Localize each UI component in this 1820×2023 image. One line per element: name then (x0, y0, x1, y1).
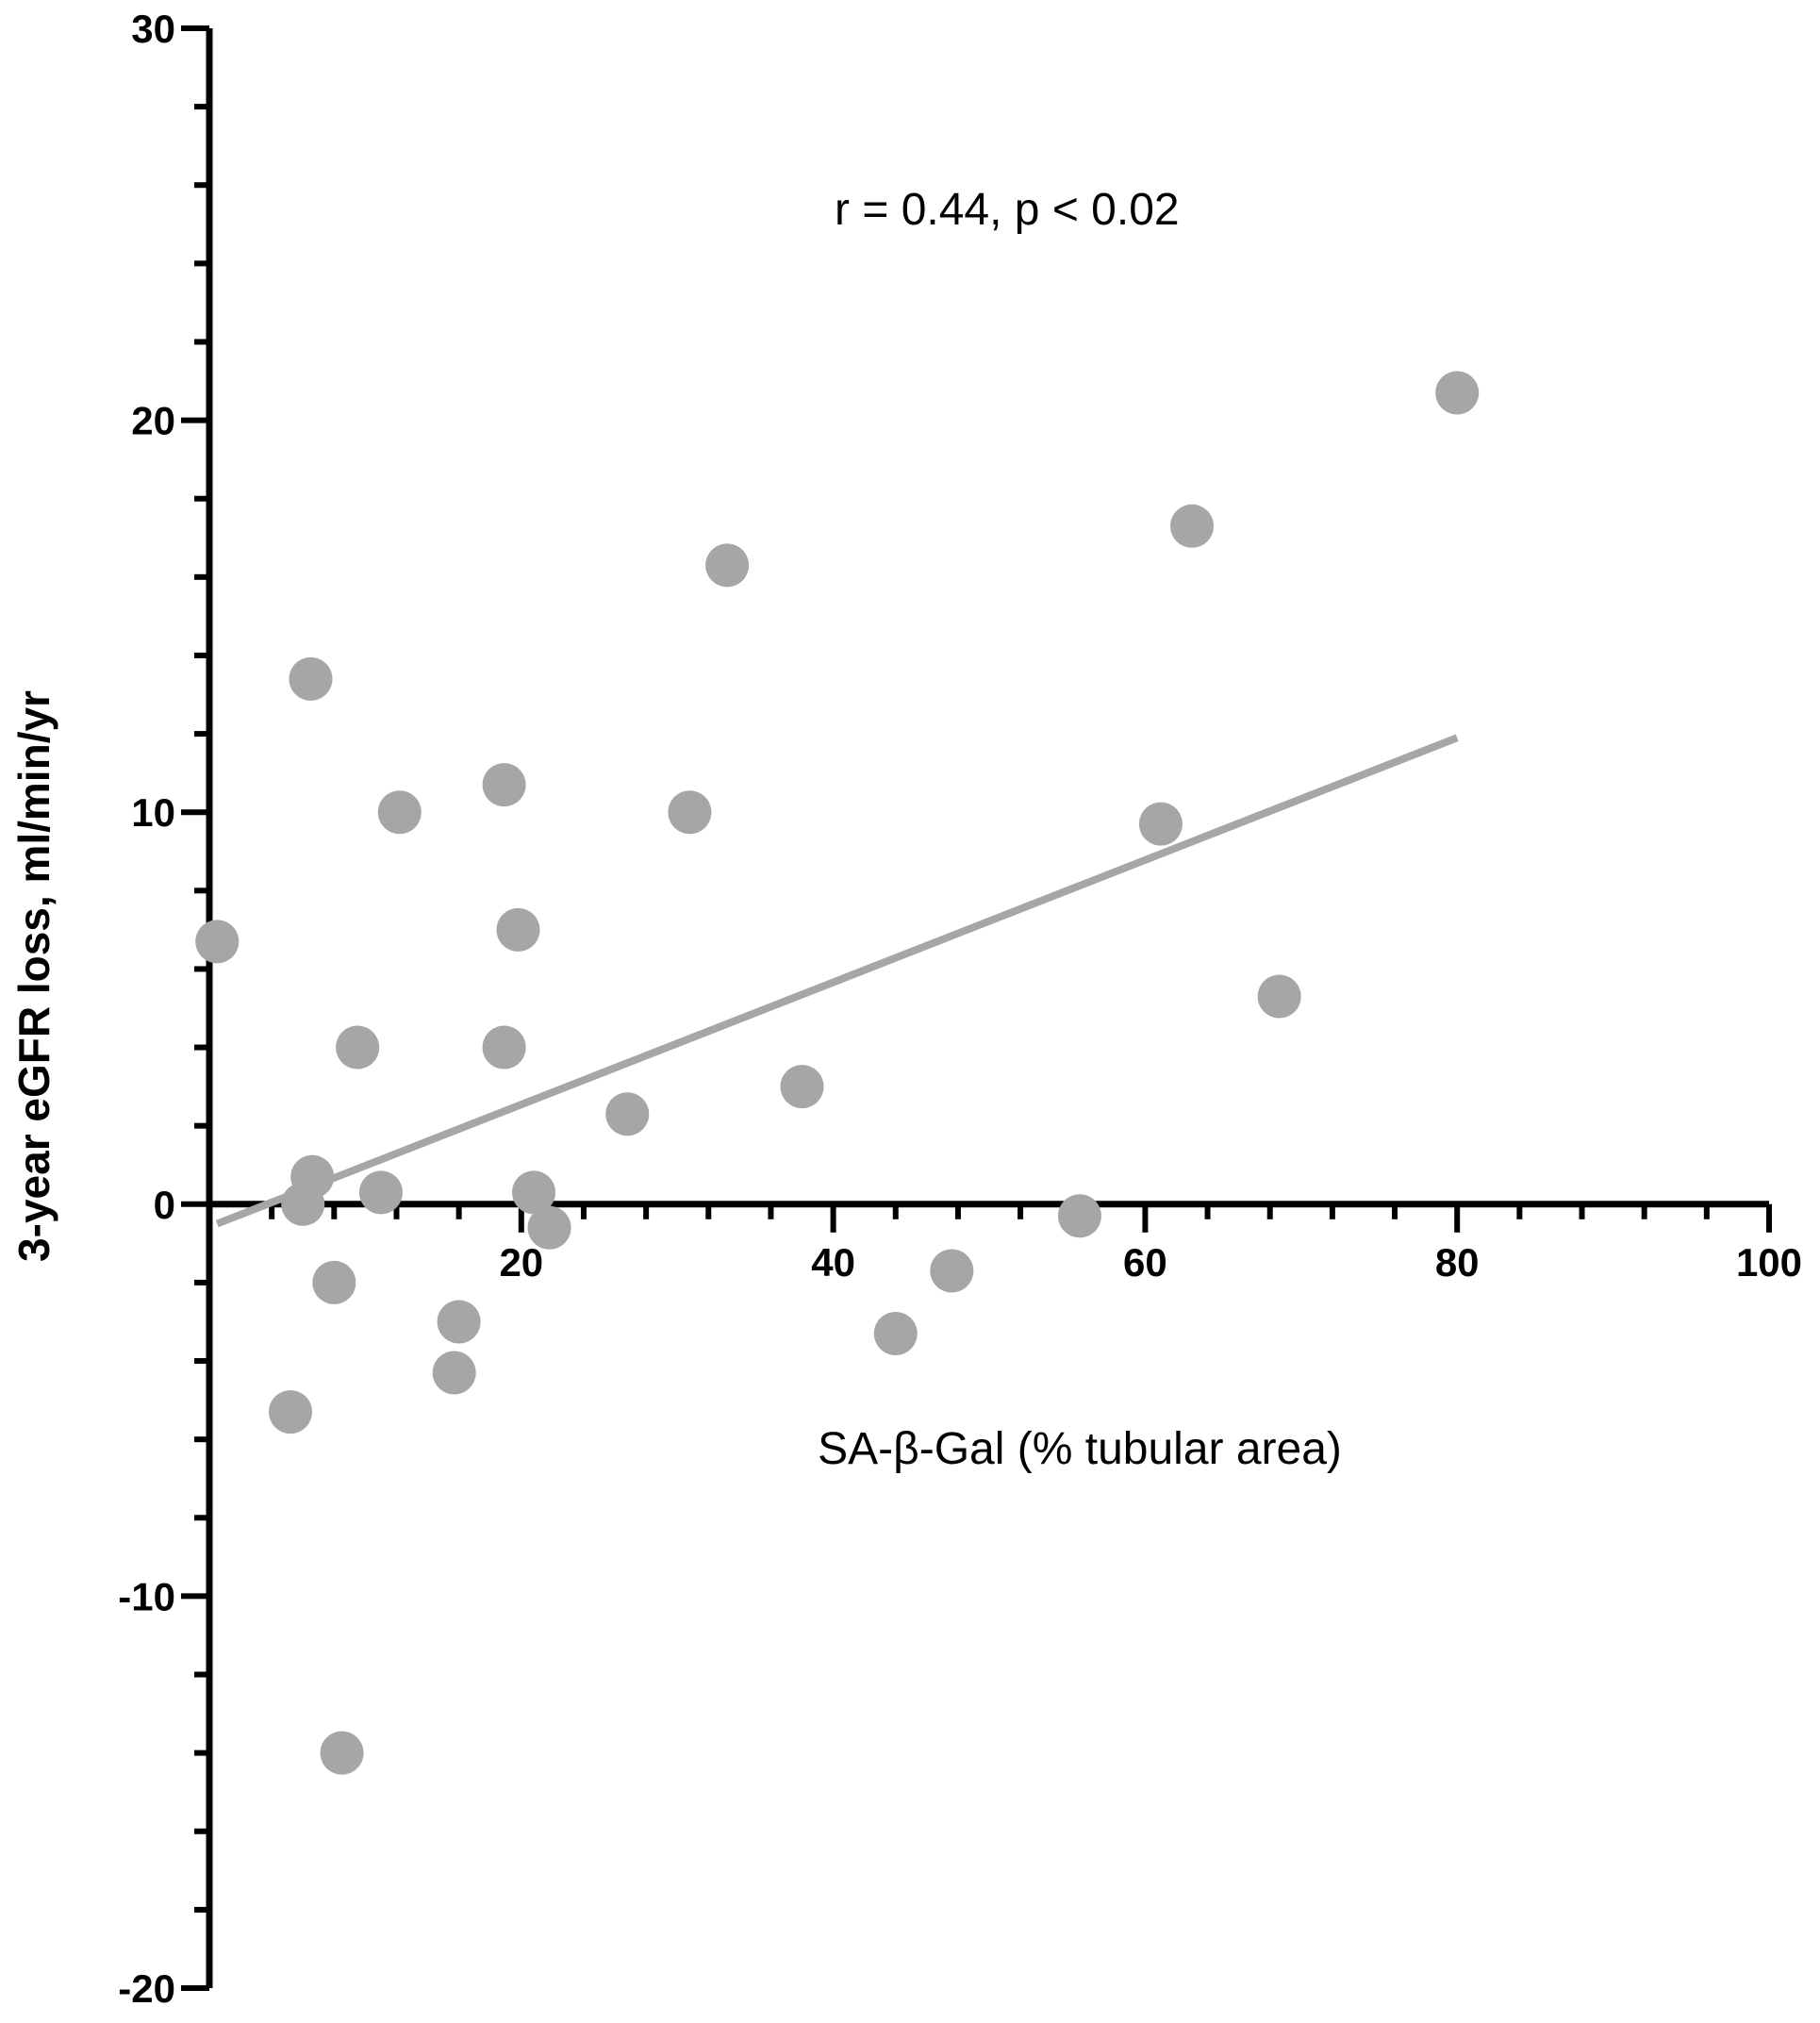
correlation-annotation: r = 0.44, p < 0.02 (835, 185, 1180, 235)
y-tick-label: 10 (131, 790, 175, 835)
regression-line-group (215, 734, 1459, 1228)
data-point (358, 1170, 403, 1215)
y-tick-label: 30 (131, 7, 175, 51)
y-axis-label: 3-year eGFR loss, ml/min/yr (9, 690, 58, 1262)
data-point (312, 1260, 356, 1304)
x-tick-label: 40 (811, 1240, 855, 1285)
x-tick-label: 20 (499, 1240, 543, 1285)
data-point (930, 1249, 974, 1293)
data-point (437, 1300, 481, 1344)
data-point (1138, 802, 1183, 846)
data-point (1257, 974, 1301, 1019)
data-points (195, 371, 1480, 1775)
regression-line (215, 734, 1459, 1228)
x-tick-label: 100 (1736, 1240, 1802, 1285)
data-point (705, 543, 750, 588)
y-tick-label: 20 (131, 399, 175, 443)
data-point (512, 1170, 556, 1215)
data-point (605, 1092, 650, 1136)
data-point (482, 763, 526, 807)
data-point (780, 1065, 824, 1109)
data-point (1170, 504, 1215, 548)
data-point (336, 1025, 380, 1070)
data-point (269, 1390, 313, 1434)
data-point (432, 1351, 476, 1395)
data-point (873, 1311, 918, 1355)
x-tick-label: 60 (1123, 1240, 1167, 1285)
data-point (377, 790, 422, 835)
y-tick-label: -10 (118, 1574, 175, 1618)
data-point (482, 1025, 526, 1070)
data-point (1057, 1194, 1101, 1238)
x-axis-label: SA-β-Gal (% tubular area) (818, 1424, 1342, 1474)
y-tick-label: 0 (154, 1183, 175, 1227)
data-point (496, 907, 540, 952)
data-point (289, 656, 333, 701)
data-point (1435, 371, 1480, 415)
x-tick-label: 80 (1435, 1240, 1480, 1285)
data-point (290, 1154, 335, 1199)
data-point (320, 1731, 364, 1775)
axes (181, 25, 1772, 1991)
data-point (527, 1205, 571, 1250)
data-point (668, 790, 712, 835)
y-tick-label: -20 (118, 1966, 175, 2011)
data-point (195, 920, 240, 964)
